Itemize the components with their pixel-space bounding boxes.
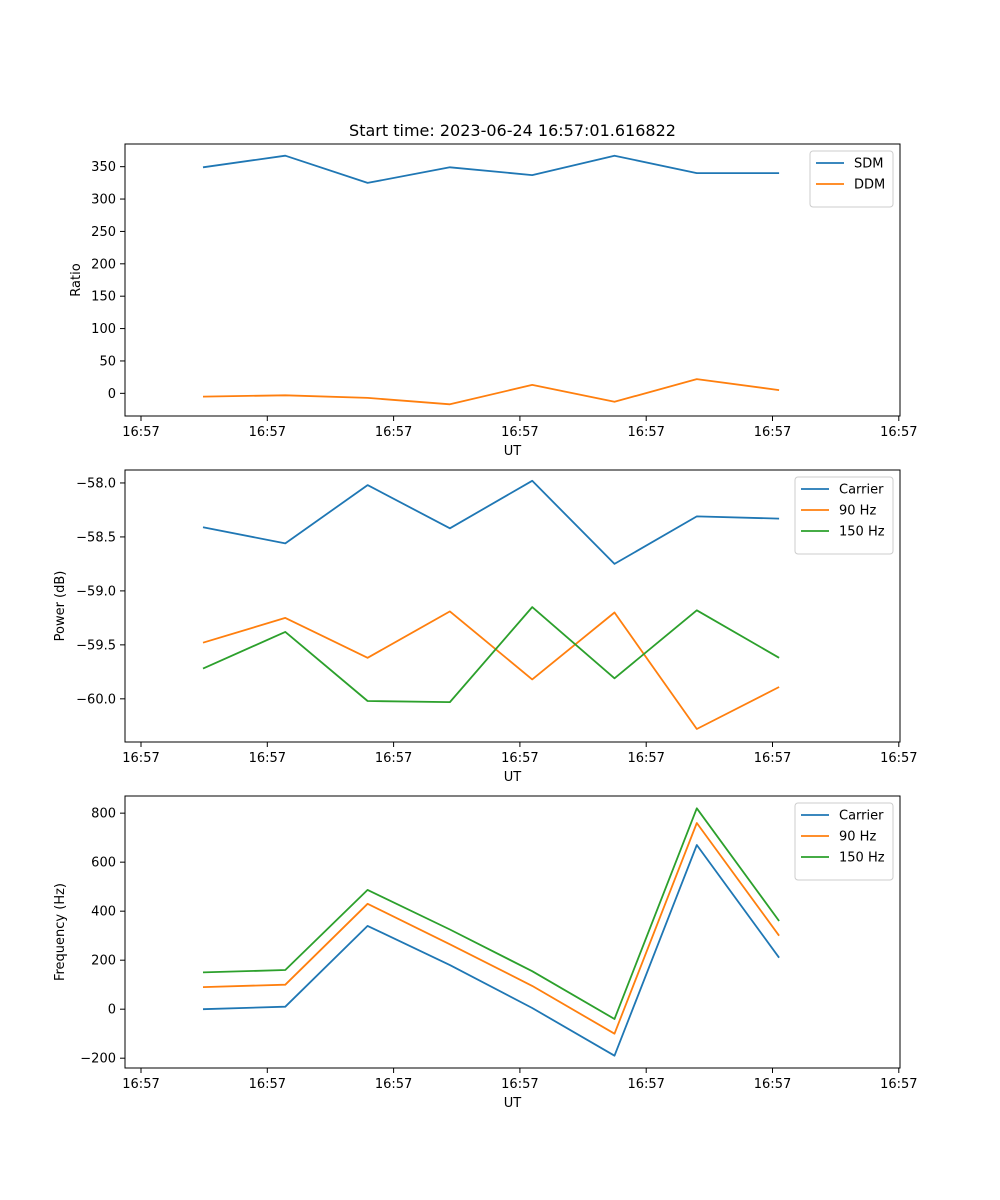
x-tick-label: 16:57 xyxy=(627,751,664,766)
x-tick-label: 16:57 xyxy=(754,425,791,440)
y-tick-label: −60.0 xyxy=(76,692,116,707)
x-tick-label: 16:57 xyxy=(880,425,917,440)
x-tick-label: 16:57 xyxy=(627,1077,664,1092)
legend-label: 90 Hz xyxy=(839,830,876,845)
legend-label: Carrier xyxy=(839,809,884,824)
series-line-90-hz xyxy=(202,822,780,1035)
x-tick-label: 16:57 xyxy=(627,425,664,440)
series-line-90-hz xyxy=(202,610,780,730)
axes-frame xyxy=(124,795,901,1069)
x-tick-label: 16:57 xyxy=(880,751,917,766)
y-tick-label: 250 xyxy=(91,225,116,240)
legend: SDM DDM xyxy=(809,150,894,208)
subplot-3: 16:5716:5716:5716:5716:5716:5716:5716:58… xyxy=(53,795,918,1111)
x-tick-label: 16:57 xyxy=(754,1077,791,1092)
y-tick-label: 50 xyxy=(99,354,116,369)
series-line-carrier xyxy=(202,479,780,565)
legend-box xyxy=(794,476,894,555)
chart-title: Start time: 2023-06-24 16:57:01.616822 xyxy=(349,121,676,140)
y-tick-label: 600 xyxy=(91,856,116,871)
legend: Carrier 90 Hz 150 Hz xyxy=(794,476,894,555)
series-line-carrier xyxy=(202,844,780,1057)
legend-label: SDM xyxy=(854,157,883,172)
legend-label: 90 Hz xyxy=(839,504,876,519)
y-tick-label: −59.5 xyxy=(76,638,116,653)
series-line-sdm xyxy=(202,154,780,184)
x-tick-label: 16:57 xyxy=(501,425,538,440)
y-tick-label: 200 xyxy=(91,257,116,272)
y-tick-label: 300 xyxy=(91,193,116,208)
x-tick-label: 16:57 xyxy=(375,751,412,766)
legend-label: 150 Hz xyxy=(839,851,885,866)
legend-label: Carrier xyxy=(839,483,884,498)
y-tick-label: −58.5 xyxy=(76,530,116,545)
legend-box xyxy=(809,150,894,208)
y-tick-label: 100 xyxy=(91,322,116,337)
y-tick-label: −58.0 xyxy=(76,476,116,491)
series-line-150-hz xyxy=(202,606,780,703)
y-axis-label: Frequency (Hz) xyxy=(53,883,68,981)
x-axis-label: UT xyxy=(504,444,522,459)
legend: Carrier 90 Hz 150 Hz xyxy=(794,802,894,881)
legend-box xyxy=(794,802,894,881)
x-tick-label: 16:57 xyxy=(501,1077,538,1092)
x-tick-label: 16:57 xyxy=(122,1077,159,1092)
series-line-150-hz xyxy=(202,807,780,1020)
x-axis-label: UT xyxy=(504,1096,522,1111)
x-tick-label: 16:57 xyxy=(122,425,159,440)
subplot-2: 16:5716:5716:5716:5716:5716:5716:5716:58… xyxy=(53,469,918,785)
x-tick-label: 16:57 xyxy=(249,1077,286,1092)
y-tick-label: 150 xyxy=(91,290,116,305)
y-tick-label: −59.0 xyxy=(76,584,116,599)
x-axis-label: UT xyxy=(504,770,522,785)
subplots: 16:5716:5716:5716:5716:5716:5716:5716:58… xyxy=(53,121,918,1111)
x-tick-label: 16:57 xyxy=(754,751,791,766)
y-axis-label: Power (dB) xyxy=(53,571,68,642)
series-line-ddm xyxy=(202,378,780,406)
y-tick-label: 200 xyxy=(91,954,116,969)
x-tick-label: 16:57 xyxy=(501,751,538,766)
subplot-1: 16:5716:5716:5716:5716:5716:5716:5716:58… xyxy=(69,121,918,459)
x-tick-label: 16:57 xyxy=(249,425,286,440)
axes-frame xyxy=(124,469,901,743)
y-tick-label: 400 xyxy=(91,905,116,920)
y-tick-label: 350 xyxy=(91,160,116,175)
y-tick-label: −200 xyxy=(80,1052,116,1067)
x-tick-label: 16:57 xyxy=(375,1077,412,1092)
y-tick-label: 0 xyxy=(108,387,116,402)
legend-label: 150 Hz xyxy=(839,525,885,540)
y-tick-label: 0 xyxy=(108,1003,116,1018)
y-axis-label: Ratio xyxy=(69,263,84,296)
y-tick-label: 800 xyxy=(91,807,116,822)
legend-label: DDM xyxy=(854,178,885,193)
x-tick-label: 16:57 xyxy=(880,1077,917,1092)
x-tick-label: 16:57 xyxy=(122,751,159,766)
x-tick-label: 16:57 xyxy=(249,751,286,766)
x-tick-label: 16:57 xyxy=(375,425,412,440)
axes-frame xyxy=(124,143,901,417)
